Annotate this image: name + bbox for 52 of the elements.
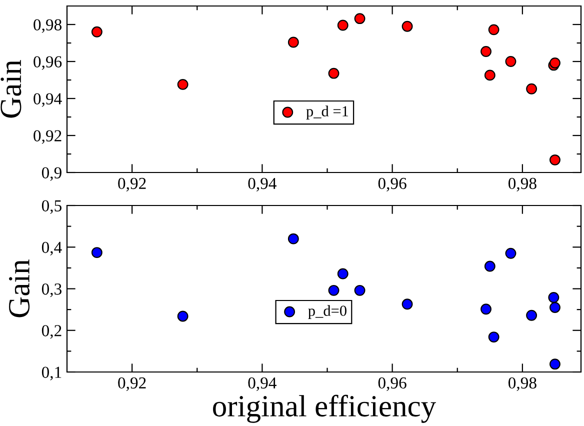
x-tick-label: 0,94 <box>248 377 277 391</box>
point <box>550 302 560 313</box>
point <box>505 248 516 259</box>
point <box>402 20 413 32</box>
point <box>505 56 516 67</box>
point <box>550 154 560 166</box>
point <box>480 304 492 315</box>
point <box>354 13 366 24</box>
point <box>480 46 492 57</box>
point <box>91 247 102 258</box>
x-tick-label: 0,92 <box>118 178 146 192</box>
point <box>526 83 538 94</box>
legend-label: p_d=0 <box>308 305 346 320</box>
y-tick-label: 0,3 <box>42 283 62 298</box>
point <box>354 284 366 296</box>
y-tick-label: 0,92 <box>34 130 62 144</box>
point <box>488 332 500 342</box>
point <box>548 292 560 303</box>
x-tick-label: 0,96 <box>378 178 406 192</box>
point <box>177 78 188 90</box>
point <box>328 68 340 79</box>
point <box>550 58 560 68</box>
y-axis-title: Gain <box>9 260 30 318</box>
y-tick-label: 0,98 <box>34 19 62 33</box>
point <box>328 284 340 296</box>
point <box>337 20 348 31</box>
x-tick-label: 0,98 <box>508 377 536 391</box>
point <box>288 233 299 244</box>
y-tick-label: 0,4 <box>42 242 62 256</box>
point <box>484 260 496 272</box>
point <box>402 298 413 310</box>
point <box>484 70 496 81</box>
point <box>550 358 560 370</box>
point <box>526 310 538 321</box>
y-tick-label: 0,1 <box>42 366 62 380</box>
point <box>288 36 299 48</box>
y-tick-label: 0,2 <box>42 325 62 339</box>
y-tick-label: 0,96 <box>34 56 62 70</box>
x-axis-title: original efficiency <box>213 394 436 423</box>
x-tick-label: 0,94 <box>248 178 277 192</box>
point <box>488 24 500 36</box>
y-tick-label: 0,9 <box>42 167 62 181</box>
point <box>91 26 102 38</box>
y-axis-title: Gain <box>0 60 22 118</box>
x-tick-label: 0,96 <box>378 377 406 391</box>
x-tick-label: 0,92 <box>118 377 146 391</box>
point <box>177 310 188 322</box>
y-tick-label: 0,5 <box>42 200 62 214</box>
point <box>337 268 348 280</box>
x-tick-label: 0,98 <box>508 178 536 192</box>
legend-label: p_d =1 <box>306 106 348 120</box>
y-tick-label: 0,94 <box>34 93 62 107</box>
